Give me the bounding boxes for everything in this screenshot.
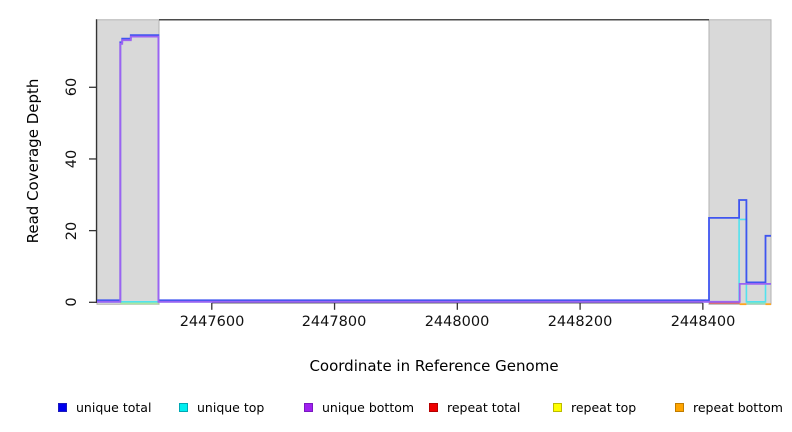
legend-label: unique top xyxy=(197,399,265,415)
y-tick-label-40: 40 xyxy=(64,149,80,169)
legend-label: repeat bottom xyxy=(693,399,783,415)
unique-top-swatch-icon xyxy=(179,402,188,412)
y-tick-label-60: 60 xyxy=(64,77,80,97)
legend-label: repeat total xyxy=(447,399,521,415)
legend-label: unique total xyxy=(76,399,152,415)
y-axis-title: Read Coverage Depth xyxy=(24,78,42,244)
legend-item-repeat-bottom: repeat bottom xyxy=(675,399,783,415)
y-tick-label-0: 0 xyxy=(64,297,80,307)
legend-label: unique bottom xyxy=(322,399,415,415)
x-tick-label-2447600: 2447600 xyxy=(179,314,245,330)
x-tick-label-2448400: 2448400 xyxy=(670,314,736,330)
unique-bottom-swatch-icon xyxy=(304,402,313,412)
legend-item-repeat-total: repeat total xyxy=(429,399,521,415)
masked-region-0 xyxy=(96,19,160,305)
legend-item-repeat-top: repeat top xyxy=(553,399,637,415)
legend-item-unique-top: unique top xyxy=(179,399,265,415)
x-tick-label-2448000: 2448000 xyxy=(424,314,490,330)
repeat-top-swatch-icon xyxy=(553,402,562,412)
x-tick-label-2448200: 2448200 xyxy=(547,314,613,330)
unique-top-line xyxy=(97,218,771,303)
legend-item-unique-bottom: unique bottom xyxy=(304,399,415,415)
repeat-total-swatch-icon xyxy=(429,402,438,412)
x-axis-title: Coordinate in Reference Genome xyxy=(309,357,559,375)
legend-item-unique-total: unique total xyxy=(58,399,152,415)
repeat-bottom-swatch-icon xyxy=(675,402,684,412)
masked-region-1 xyxy=(708,19,772,305)
unique-bottom-line xyxy=(97,35,771,303)
x-tick-label-2447800: 2447800 xyxy=(301,314,367,330)
y-tick-label-20: 20 xyxy=(64,221,80,241)
unique-total-swatch-icon xyxy=(58,402,67,412)
legend-label: repeat top xyxy=(571,399,637,415)
unique-total-line xyxy=(97,34,771,302)
